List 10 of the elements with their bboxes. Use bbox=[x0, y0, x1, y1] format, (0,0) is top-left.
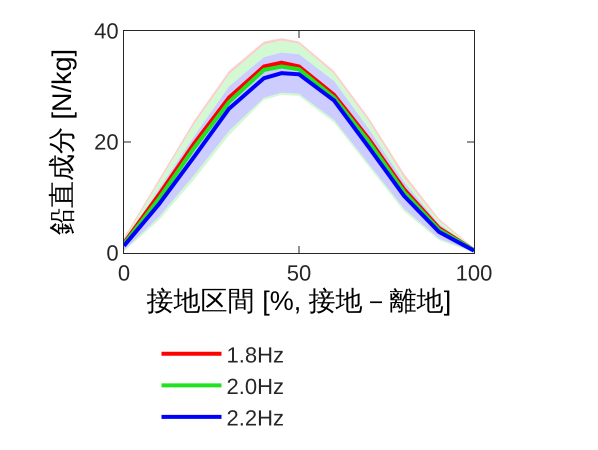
x-axis-title: 接地区間 [%, 接地－離地] bbox=[146, 286, 452, 316]
legend-label: 2.2Hz bbox=[226, 406, 284, 430]
x-tick-label: 50 bbox=[286, 260, 312, 286]
legend-label: 2.0Hz bbox=[226, 374, 284, 399]
y-axis-title: 鉛直成分 [N/kg] bbox=[47, 48, 78, 236]
y-tick-label: 40 bbox=[94, 18, 119, 44]
y-tick-label: 20 bbox=[94, 130, 119, 155]
legend-label: 1.8Hz bbox=[226, 342, 284, 368]
x-tick-label: 100 bbox=[456, 260, 492, 286]
y-tick-label: 0 bbox=[106, 240, 119, 266]
